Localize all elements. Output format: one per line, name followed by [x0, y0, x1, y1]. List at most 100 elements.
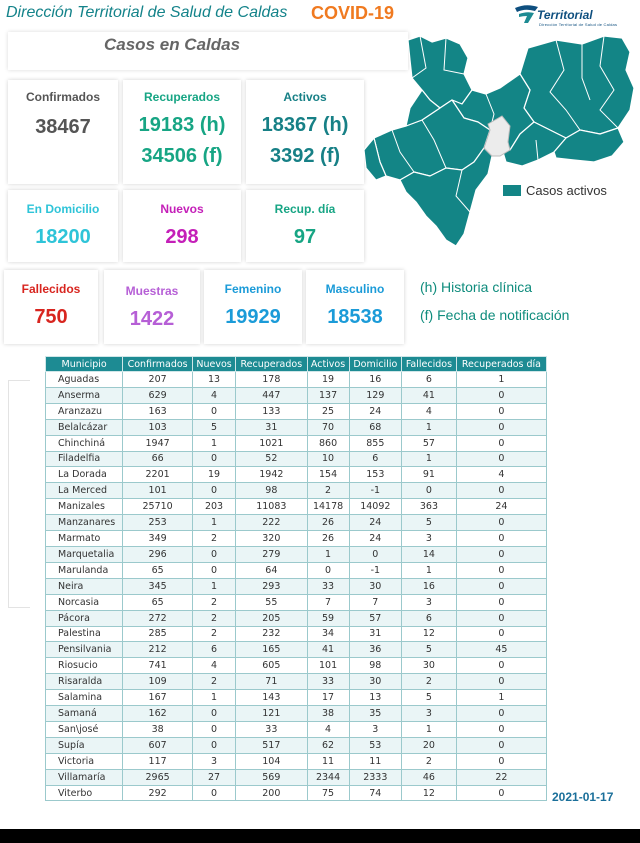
nuevos-value: 298	[165, 226, 199, 248]
cell-fallecidos: 20	[401, 736, 457, 754]
cell-recuperados: 200	[235, 784, 308, 802]
cell-domicilio: 7	[348, 593, 403, 611]
cell-fallecidos: 41	[401, 386, 457, 404]
muestras-label: Muestras	[125, 284, 179, 298]
cell-recuperados: 605	[235, 657, 308, 675]
note-historia-clinica: (h) Historia clínica	[420, 279, 533, 295]
bottom-bar	[0, 829, 640, 843]
table-row: Aranzazu 163 0 133 25 24 4 0	[44, 402, 548, 420]
cell-municipio: Marquetalia	[44, 545, 124, 563]
cell-recuperados: 71	[235, 673, 308, 691]
note-fecha-notificacion: (f) Fecha de notificación	[420, 307, 570, 323]
confirmados-label: Confirmados	[25, 90, 100, 104]
cell-nuevos: 0	[191, 402, 237, 420]
cell-activos: 75	[306, 784, 350, 802]
card-femenino: Femenino 19929	[204, 270, 302, 344]
cell-activos: 137	[306, 386, 350, 404]
cell-recuperados: 178	[235, 371, 308, 388]
map-region-westmost	[363, 137, 387, 181]
cell-municipio: Supía	[44, 736, 124, 754]
cell-domicilio: 129	[348, 386, 403, 404]
cell-recuperados-dia: 0	[455, 386, 548, 404]
cell-recuperados-dia: 0	[455, 577, 548, 595]
femenino-value: 19929	[225, 306, 281, 328]
table-header-row: Municipio Confirmados Nuevos Recuperados…	[44, 356, 548, 372]
cell-fallecidos: 363	[401, 498, 457, 516]
header-title: Dirección Territorial de Salud de Caldas	[6, 4, 288, 21]
cell-domicilio: 53	[348, 736, 403, 754]
cell-confirmados: 2201	[122, 466, 193, 484]
cell-nuevos: 0	[191, 720, 237, 738]
cell-municipio: Anserma	[44, 386, 124, 404]
masculino-label: Masculino	[325, 282, 385, 296]
cell-domicilio: 153	[348, 466, 403, 484]
cell-domicilio: 35	[348, 705, 403, 722]
cell-fallecidos: 16	[401, 577, 457, 595]
cell-fallecidos: 1	[401, 450, 457, 468]
cell-domicilio: 3	[348, 720, 403, 738]
domicilio-value: 18200	[35, 226, 91, 248]
cell-nuevos: 27	[191, 768, 237, 786]
domicilio-label: En Domicilio	[26, 202, 100, 216]
col-domicilio: Domicilio	[348, 356, 403, 372]
activos-f-value: 3392 (f)	[269, 145, 341, 167]
table-row: Victoria 117 3 104 11 11 2 0	[44, 752, 548, 770]
cell-nuevos: 4	[191, 657, 237, 675]
cell-confirmados: 212	[122, 641, 193, 659]
cell-municipio: Samaná	[44, 705, 124, 722]
map-region-no-data	[483, 115, 511, 157]
cell-confirmados: 2965	[122, 768, 193, 786]
cell-recuperados: 1021	[235, 434, 308, 452]
cell-municipio: Salamina	[44, 689, 124, 707]
cell-recuperados: 447	[235, 386, 308, 404]
cell-activos: 2	[306, 482, 350, 500]
card-fallecidos: Fallecidos 750	[4, 270, 98, 344]
cell-fallecidos: 5	[401, 514, 457, 532]
territorial-logo: Territorial Dirección Territorial de Sal…	[513, 2, 635, 28]
covid-title: COVID-19	[311, 3, 395, 23]
cell-activos: 41	[306, 641, 350, 659]
table-row: Risaralda 109 2 71 33 30 2 0	[44, 673, 548, 691]
recup-dia-label: Recup. día	[274, 202, 336, 216]
cell-fallecidos: 1	[401, 561, 457, 579]
nuevos-label: Nuevos	[160, 202, 204, 216]
cell-domicilio: 16	[348, 371, 403, 388]
table-row: Salamina 167 1 143 17 13 5 1	[44, 689, 548, 707]
cell-activos: 19	[306, 371, 350, 388]
logo-subtext: Dirección Territorial de Salud de Caldas	[539, 22, 618, 27]
cell-domicilio: 36	[348, 641, 403, 659]
table-row: Aguadas 207 13 178 19 16 6 1	[44, 371, 548, 388]
cell-activos: 860	[306, 434, 350, 452]
cell-domicilio: 31	[348, 625, 403, 643]
cell-domicilio: 14092	[348, 498, 403, 516]
cell-activos: 33	[306, 673, 350, 691]
cell-recuperados-dia: 0	[455, 625, 548, 643]
cell-confirmados: 66	[122, 450, 193, 468]
cell-recuperados-dia: 0	[455, 482, 548, 500]
cell-municipio: Victoria	[44, 752, 124, 770]
cell-municipio: Risaralda	[44, 673, 124, 691]
cell-activos: 2344	[306, 768, 350, 786]
cell-fallecidos: 3	[401, 530, 457, 547]
table-row: Viterbo 292 0 200 75 74 12 0	[44, 784, 548, 802]
cell-municipio: Riosucio	[44, 657, 124, 675]
cell-domicilio: 6	[348, 450, 403, 468]
table-row: La Dorada 2201 19 1942 154 153 91 4	[44, 466, 548, 484]
cell-fallecidos: 91	[401, 466, 457, 484]
cell-domicilio: 68	[348, 418, 403, 436]
cell-recuperados: 320	[235, 530, 308, 547]
cell-nuevos: 19	[191, 466, 237, 484]
panel-title-text: Casos en Caldas	[104, 35, 241, 54]
cell-municipio: Palestina	[44, 625, 124, 643]
cell-recuperados-dia: 0	[455, 593, 548, 611]
cell-confirmados: 1947	[122, 434, 193, 452]
cell-nuevos: 13	[191, 371, 237, 388]
table-row: Marmato 349 2 320 26 24 3 0	[44, 530, 548, 547]
cell-recuperados: 104	[235, 752, 308, 770]
cell-municipio: Manzanares	[44, 514, 124, 532]
cell-confirmados: 103	[122, 418, 193, 436]
map-region-east	[519, 35, 635, 139]
cell-fallecidos: 3	[401, 705, 457, 722]
background-frame	[8, 380, 30, 608]
cell-activos: 14178	[306, 498, 350, 516]
